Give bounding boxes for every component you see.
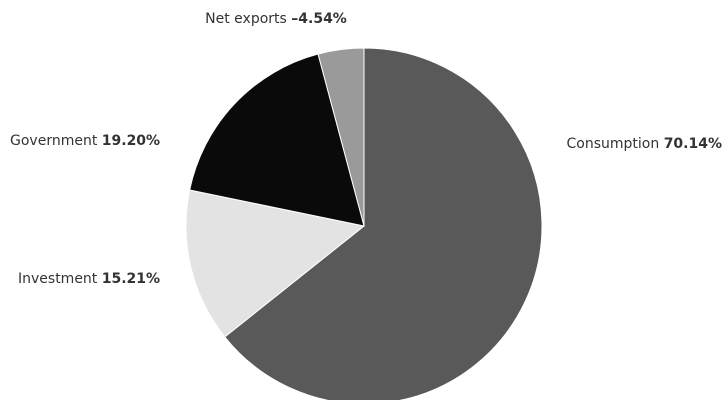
- pie-slices: [185, 47, 543, 400]
- label-government-value: 19.20%: [102, 133, 160, 149]
- label-investment: Investment 15.21%: [18, 271, 160, 287]
- label-government-name: Government: [10, 133, 98, 149]
- label-government: Government 19.20%: [10, 133, 160, 149]
- label-investment-value: 15.21%: [102, 271, 160, 287]
- label-investment-name: Investment: [18, 271, 98, 287]
- label-consumption: Consumption 70.14%: [567, 136, 723, 152]
- label-consumption-value: 70.14%: [664, 136, 722, 152]
- pie-slice-government: [189, 53, 365, 227]
- pie-slice-consumption: [224, 47, 543, 400]
- pie-slice-investment: [185, 189, 366, 338]
- label-net-exports-name: Net exports: [205, 11, 287, 27]
- slice-labels: Net exports –4.54% Government 19.20% Inv…: [10, 11, 722, 287]
- label-net-exports: Net exports –4.54%: [205, 11, 347, 27]
- label-consumption-name: Consumption: [567, 136, 660, 152]
- label-net-exports-value: –4.54%: [291, 11, 347, 27]
